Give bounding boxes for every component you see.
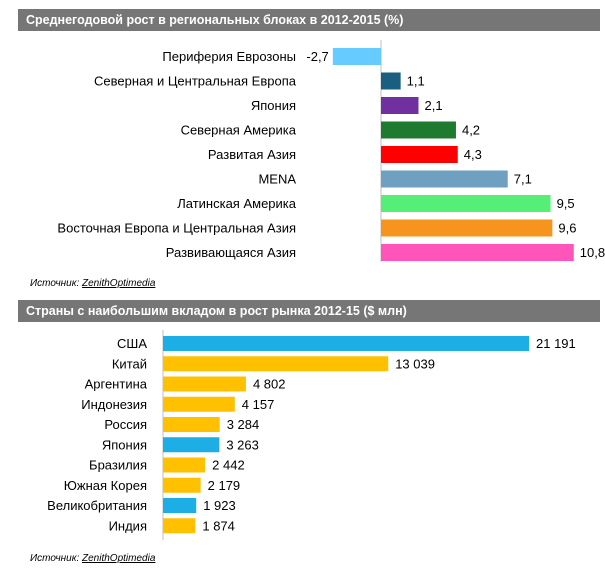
bar <box>381 244 574 261</box>
bar <box>163 417 220 432</box>
value-label: 4 157 <box>242 397 275 412</box>
bar <box>381 170 508 188</box>
category-label: Великобритания <box>47 498 147 513</box>
chart-title: Страны с наибольшим вкладом в рост рынка… <box>18 300 433 322</box>
bar <box>381 195 551 212</box>
bar <box>381 146 458 163</box>
bar <box>163 477 201 493</box>
chart-title: Среднегодовой рост в региональных блоках… <box>18 9 433 31</box>
bar <box>381 72 401 90</box>
regional-growth-plot: Периферия Еврозоны -2,7 Северная и Централ… <box>57 40 605 262</box>
bar <box>163 396 235 412</box>
title-bar-extension <box>430 300 600 322</box>
source-label: Источник: <box>30 553 80 564</box>
category-label: Латинская Америка <box>177 196 297 211</box>
chart-regional-growth: Среднегодовой рост в региональных блоках… <box>18 9 605 289</box>
bar <box>332 48 381 65</box>
bar <box>381 97 419 114</box>
category-label: Россия <box>104 417 147 432</box>
bar <box>163 356 389 372</box>
value-label: 1 923 <box>203 498 236 513</box>
chart-source: Источник: ZenithOptimedia <box>30 553 155 564</box>
value-label: 4,3 <box>464 147 482 162</box>
value-label: 13 039 <box>395 356 435 371</box>
value-label: 3 284 <box>227 417 260 432</box>
value-label: 4,2 <box>462 123 480 138</box>
chart-source: Источник: ZenithOptimedia <box>30 278 155 289</box>
value-label: 1 874 <box>202 518 235 533</box>
category-label: Развивающаяся Азия <box>166 245 296 260</box>
category-label: США <box>117 336 147 351</box>
value-label: 3 263 <box>226 437 259 452</box>
category-label: Периферия Еврозоны <box>162 49 296 64</box>
value-label: 2,1 <box>424 98 442 113</box>
source-name: ZenithOptimedia <box>82 553 156 564</box>
bar <box>163 437 220 453</box>
title-bar-extension <box>430 9 600 31</box>
value-label: 2 442 <box>212 458 245 473</box>
value-label: 1,1 <box>407 74 425 89</box>
category-label: Япония <box>251 98 296 113</box>
bar <box>163 376 246 392</box>
source-name: ZenithOptimedia <box>82 278 156 289</box>
value-label: 9,5 <box>557 196 575 211</box>
value-label: -2,7 <box>306 49 328 64</box>
bar <box>163 336 529 351</box>
category-label: MENA <box>258 172 296 187</box>
top-countries-plot: США 21 191 Китай 13 039 Аргентина 4 802 Индоне… <box>47 330 576 540</box>
value-label: 21 191 <box>536 336 576 351</box>
bar <box>163 457 206 473</box>
category-label: Северная и Центральная Европа <box>94 74 297 89</box>
value-label: 9,6 <box>558 221 576 236</box>
category-label: Бразилия <box>89 458 147 473</box>
category-label: Развитая Азия <box>208 147 296 162</box>
category-label: Северная Америка <box>181 123 297 138</box>
value-label: 10,8 <box>580 245 605 260</box>
value-label: 7,1 <box>514 172 532 187</box>
category-label: Восточная Европа и Центральная Азия <box>57 221 296 236</box>
bar <box>163 518 196 534</box>
value-label: 4 802 <box>253 377 286 392</box>
bar <box>381 121 456 139</box>
bar <box>381 219 553 237</box>
chart-top-countries: Страны с наибольшим вкладом в рост рынка… <box>0 300 605 571</box>
value-label: 2 179 <box>208 478 241 493</box>
category-label: Южная Корея <box>64 478 147 493</box>
bar <box>163 498 197 513</box>
source-label: Источник: <box>30 278 80 289</box>
category-label: Аргентина <box>85 377 148 392</box>
category-label: Индия <box>109 518 147 533</box>
category-label: Индонезия <box>81 397 147 412</box>
category-label: Япония <box>102 437 147 452</box>
category-label: Китай <box>112 356 147 371</box>
